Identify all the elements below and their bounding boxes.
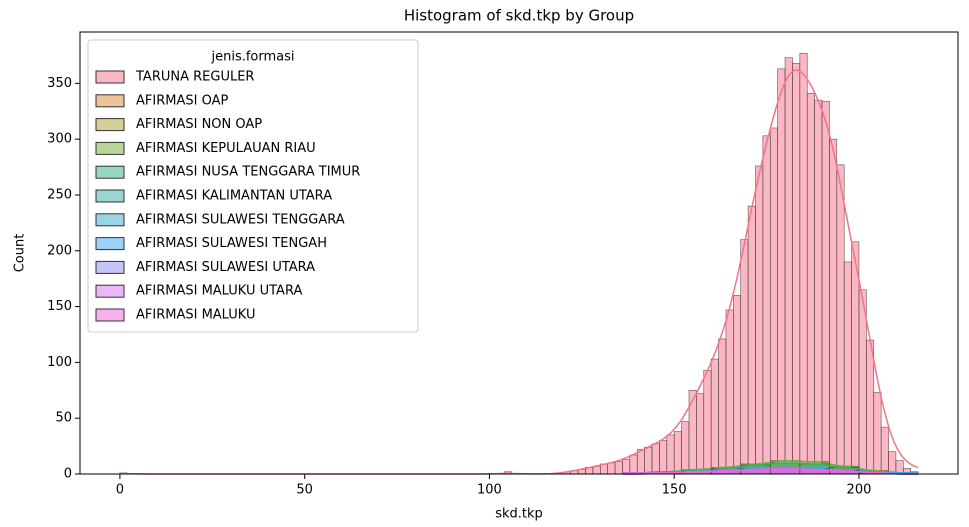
legend-swatch	[95, 141, 125, 155]
legend: jenis.formasi TARUNA REGULER AFIRMASI OAP A…	[87, 39, 419, 333]
bar	[747, 205, 756, 475]
bar	[799, 52, 808, 475]
legend-swatch	[95, 189, 125, 203]
bar	[880, 426, 889, 475]
legend-label: TARUNA REGULER	[135, 70, 254, 85]
bar	[866, 339, 875, 475]
bar	[644, 446, 653, 475]
bar	[829, 138, 838, 475]
x-axis-label: skd.tkp	[495, 507, 543, 522]
y-tick-label: 350	[47, 76, 72, 91]
bar	[629, 454, 638, 475]
bar	[592, 465, 601, 475]
legend-label: AFIRMASI SULAWESI UTARA	[136, 260, 315, 275]
legend-label: AFIRMASI NUSA TENGGARA TIMUR	[136, 165, 360, 180]
bar	[636, 449, 645, 475]
x-tick-label: 0	[116, 483, 124, 498]
legend-label: AFIRMASI MALUKU	[136, 308, 255, 323]
bar	[725, 309, 734, 475]
bar	[836, 164, 845, 475]
bar	[733, 295, 742, 475]
bar	[614, 461, 623, 475]
bar	[673, 431, 682, 475]
bar	[666, 434, 675, 475]
legend-title: jenis.formasi	[210, 50, 294, 65]
bar	[740, 239, 749, 475]
legend-swatch	[95, 94, 125, 108]
legend-swatch	[95, 308, 125, 322]
bar	[821, 100, 830, 475]
legend-swatch	[95, 118, 125, 132]
legend-swatch	[95, 284, 125, 298]
legend-swatch	[95, 70, 125, 84]
x-tick-label: 50	[296, 483, 313, 498]
legend-label: AFIRMASI SULAWESI TENGAH	[136, 236, 327, 251]
y-tick-label: 50	[55, 411, 72, 426]
y-tick-label: 300	[47, 132, 72, 147]
y-tick-label: 0	[64, 467, 72, 482]
bar	[777, 68, 786, 475]
y-tick-label: 200	[47, 243, 72, 258]
bar	[784, 57, 793, 475]
bar	[703, 369, 712, 475]
legend-label: AFIRMASI OAP	[136, 93, 228, 108]
bar	[651, 443, 660, 475]
plot-frame	[79, 31, 959, 475]
bar	[843, 261, 852, 475]
y-axis-label: Count	[13, 234, 28, 273]
bar	[710, 358, 719, 475]
bar	[873, 392, 882, 475]
x-tick-label: 100	[477, 483, 502, 498]
legend-swatch	[95, 165, 125, 179]
y-tick-label: 100	[47, 355, 72, 370]
y-tick-label: 150	[47, 299, 72, 314]
kde-line	[622, 467, 919, 475]
bar	[622, 459, 631, 475]
chart-title: Histogram of skd.tkp by Group	[404, 7, 634, 25]
legend-swatch	[95, 260, 125, 274]
legend-label: AFIRMASI NON OAP	[136, 117, 262, 132]
bar	[696, 393, 705, 475]
bar	[769, 127, 778, 475]
bar	[681, 421, 690, 475]
bar	[755, 165, 764, 475]
bar	[659, 440, 668, 475]
legend-label: AFIRMASI KEPULAUAN RIAU	[136, 141, 316, 156]
bar	[806, 93, 815, 475]
y-tick-label: 250	[47, 187, 72, 202]
legend-box	[87, 39, 419, 333]
bar	[762, 135, 771, 475]
bar	[792, 62, 801, 475]
bar	[814, 99, 823, 475]
legend-label: AFIRMASI MALUKU UTARA	[136, 284, 302, 299]
x-tick-label: 150	[662, 483, 687, 498]
legend-label: AFIRMASI KALIMANTAN UTARA	[136, 189, 332, 204]
x-tick-label: 200	[847, 483, 872, 498]
legend-swatch	[95, 237, 125, 251]
legend-swatch	[95, 213, 125, 227]
bar	[888, 451, 897, 475]
bar	[718, 338, 727, 475]
bar	[688, 389, 697, 475]
bar	[607, 462, 616, 475]
legend-label: AFIRMASI SULAWESI TENGGARA	[136, 212, 345, 227]
